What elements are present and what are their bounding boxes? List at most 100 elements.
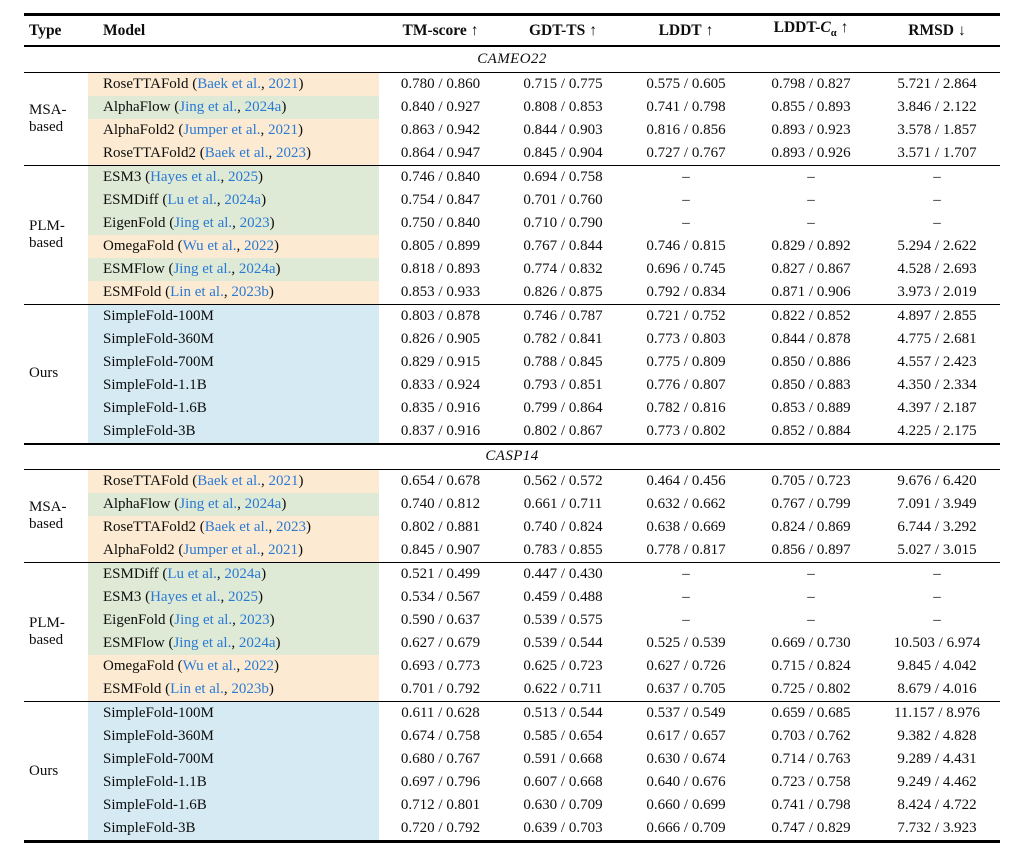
citation-year-link[interactable]: 2025 bbox=[227, 168, 258, 185]
citation-link[interactable]: Baek et al. bbox=[204, 144, 269, 161]
citation-year-link[interactable]: 2024a bbox=[238, 635, 276, 652]
table-row: Ours SimpleFold-100M 0.803 / 0.878 0.746 / … bbox=[24, 304, 1000, 381]
metric-cell-rmsd: 4.528 / 2.693 bbox=[897, 260, 977, 277]
metric-cell-gdtts: 0.793 / 0.851 bbox=[523, 376, 603, 393]
column-header-tmscore: TM-score ↑ bbox=[379, 15, 502, 47]
citation-link[interactable]: Jing et al. bbox=[173, 635, 232, 652]
citation-year-link[interactable]: 2023 bbox=[239, 612, 270, 629]
metric-cell-lddt: 0.525 / 0.539 bbox=[646, 635, 726, 652]
citation-year-link[interactable]: 2024a bbox=[244, 496, 282, 513]
metric-cell-lddtca: – bbox=[807, 612, 815, 629]
metric-cell-lddtca: 0.669 / 0.730 bbox=[771, 635, 851, 652]
metric-cell-rmsd: 7.732 / 3.923 bbox=[897, 820, 977, 837]
metric-cell-rmsd: 4.225 / 2.175 bbox=[897, 422, 977, 439]
citation-year-link[interactable]: 2024a bbox=[224, 566, 262, 583]
model-cell: AlphaFold2 (Jumper et al., 2021) bbox=[88, 118, 379, 142]
citation-year-link[interactable]: 2021 bbox=[267, 121, 298, 138]
citation-link[interactable]: Baek et al. bbox=[197, 473, 261, 490]
model-cell: ESMDiff (Lu et al., 2024a) bbox=[88, 562, 379, 587]
metric-cell-rmsd: 5.294 / 2.622 bbox=[897, 237, 977, 254]
metric-cell-tmscore: 0.674 / 0.758 bbox=[400, 728, 481, 745]
citation-year-link[interactable]: 2023b bbox=[231, 283, 269, 300]
model-name: RoseTTAFold bbox=[103, 75, 189, 92]
model-name: SimpleFold-1.6B bbox=[103, 399, 207, 416]
column-header-label: GDT-TS bbox=[528, 22, 586, 40]
citation-link[interactable]: Jing et al. bbox=[179, 496, 238, 513]
citation-year-link[interactable]: 2023 bbox=[239, 214, 270, 231]
citation-link[interactable]: Jumper et al. bbox=[183, 121, 261, 138]
metric-cell-lddt: 0.775 / 0.809 bbox=[646, 353, 726, 370]
metric-cell-tmscore: 0.837 / 0.916 bbox=[400, 422, 481, 439]
citation-year-link[interactable]: 2025 bbox=[227, 589, 258, 606]
metric-cell-tmscore: 0.740 / 0.812 bbox=[400, 496, 481, 513]
citation-link[interactable]: Hayes et al. bbox=[150, 589, 221, 606]
table-row: ESMFlow (Jing et al., 2024a) 0.627 / 0.67… bbox=[24, 632, 1000, 656]
metric-cell-rmsd: – bbox=[933, 589, 941, 606]
table-row: AlphaFold2 (Jumper et al., 2021) 0.863 / … bbox=[24, 118, 1000, 142]
citation-link[interactable]: Jing et al. bbox=[179, 98, 238, 115]
citation-year-link[interactable]: 2023 bbox=[275, 519, 306, 536]
table-row: SimpleFold-360M 0.826 / 0.905 0.782 / 0.84… bbox=[24, 327, 1000, 351]
citation-link[interactable]: Baek et al. bbox=[204, 519, 269, 536]
citation-year-link[interactable]: 2021 bbox=[268, 473, 299, 490]
citation-year-link[interactable]: 2022 bbox=[244, 658, 275, 675]
table-row: ESMDiff (Lu et al., 2024a) 0.754 / 0.847 0… bbox=[24, 188, 1000, 212]
metric-cell-lddtca: 0.714 / 0.763 bbox=[771, 751, 851, 768]
metric-cell-tmscore: 0.750 / 0.840 bbox=[400, 214, 481, 231]
model-cell: SimpleFold-1.6B bbox=[88, 396, 379, 420]
metric-cell-gdtts: 0.710 / 0.790 bbox=[523, 214, 603, 231]
metric-cell-rmsd: 9.382 / 4.828 bbox=[897, 728, 977, 745]
citation-link[interactable]: Lu et al. bbox=[167, 566, 217, 583]
citation-link[interactable]: Lin et al. bbox=[170, 681, 224, 698]
citation-year-link[interactable]: 2024a bbox=[244, 98, 282, 115]
citation-link[interactable]: Jing et al. bbox=[174, 612, 233, 629]
metric-cell-lddtca: 0.850 / 0.886 bbox=[771, 353, 851, 370]
citation-year-link[interactable]: 2021 bbox=[268, 75, 299, 92]
citation-link[interactable]: Lin et al. bbox=[170, 283, 224, 300]
model-name: SimpleFold-1.1B bbox=[103, 376, 207, 393]
citation-year-link[interactable]: 2024a bbox=[224, 191, 262, 208]
higher-better-arrow-icon: ↑ bbox=[589, 22, 598, 40]
citation-link[interactable]: Lu et al. bbox=[167, 191, 217, 208]
model-cell: RoseTTAFold (Baek et al., 2021) bbox=[88, 469, 379, 494]
metric-cell-rmsd: 3.973 / 2.019 bbox=[897, 283, 977, 300]
citation-year-link[interactable]: 2024a bbox=[238, 260, 276, 277]
citation-link[interactable]: Jing et al. bbox=[174, 214, 233, 231]
column-header-label: Model bbox=[103, 22, 146, 40]
metric-cell-lddtca: 0.852 / 0.884 bbox=[771, 422, 851, 439]
citation-link[interactable]: Wu et al. bbox=[182, 658, 237, 675]
model-cell: SimpleFold-100M bbox=[88, 304, 379, 328]
metric-cell-lddt: 0.666 / 0.709 bbox=[646, 820, 726, 837]
citation-link[interactable]: Hayes et al. bbox=[150, 168, 221, 185]
model-name: RoseTTAFold bbox=[103, 473, 189, 490]
citation-year-link[interactable]: 2023 bbox=[275, 144, 306, 161]
metric-cell-tmscore: 0.802 / 0.881 bbox=[400, 519, 481, 536]
table-row: Ours SimpleFold-100M 0.611 / 0.628 0.513 / … bbox=[24, 701, 1000, 779]
citation-link[interactable]: Baek et al. bbox=[197, 75, 261, 92]
model-cell: SimpleFold-360M bbox=[88, 327, 379, 351]
metric-cell-lddtca: 0.844 / 0.878 bbox=[771, 330, 851, 347]
citation-link[interactable]: Jing et al. bbox=[173, 260, 232, 277]
model-cell: OmegaFold (Wu et al., 2022) bbox=[88, 234, 379, 258]
metric-cell-lddt: – bbox=[682, 589, 690, 606]
table-row: MSA-based RoseTTAFold (Baek et al., 2021)… bbox=[24, 72, 1000, 135]
metric-cell-tmscore: 0.833 / 0.924 bbox=[400, 376, 481, 393]
metric-cell-rmsd: 4.897 / 2.855 bbox=[897, 307, 977, 324]
citation-link[interactable]: Jumper et al. bbox=[183, 542, 261, 559]
metric-cell-lddtca: 0.850 / 0.883 bbox=[771, 376, 851, 393]
metric-cell-tmscore: 0.720 / 0.792 bbox=[400, 820, 481, 837]
citation-year-link[interactable]: 2023b bbox=[231, 681, 269, 698]
table-row: SimpleFold-1.6B 0.712 / 0.801 0.630 / 0.70… bbox=[24, 794, 1000, 818]
metric-cell-rmsd: 10.503 / 6.974 bbox=[893, 635, 981, 652]
metric-cell-gdtts: 0.788 / 0.845 bbox=[523, 353, 603, 370]
citation-year-link[interactable]: 2022 bbox=[244, 237, 275, 254]
citation-year-link[interactable]: 2021 bbox=[267, 542, 298, 559]
metric-cell-rmsd: 3.578 / 1.857 bbox=[897, 121, 977, 138]
metric-cell-gdtts: 0.562 / 0.572 bbox=[523, 473, 603, 490]
model-name: ESMDiff bbox=[103, 191, 159, 208]
model-name: ESM3 bbox=[103, 589, 142, 606]
metric-cell-rmsd: 11.157 / 8.976 bbox=[893, 705, 981, 722]
model-cell: SimpleFold-3B bbox=[88, 817, 379, 842]
citation-link[interactable]: Wu et al. bbox=[182, 237, 237, 254]
